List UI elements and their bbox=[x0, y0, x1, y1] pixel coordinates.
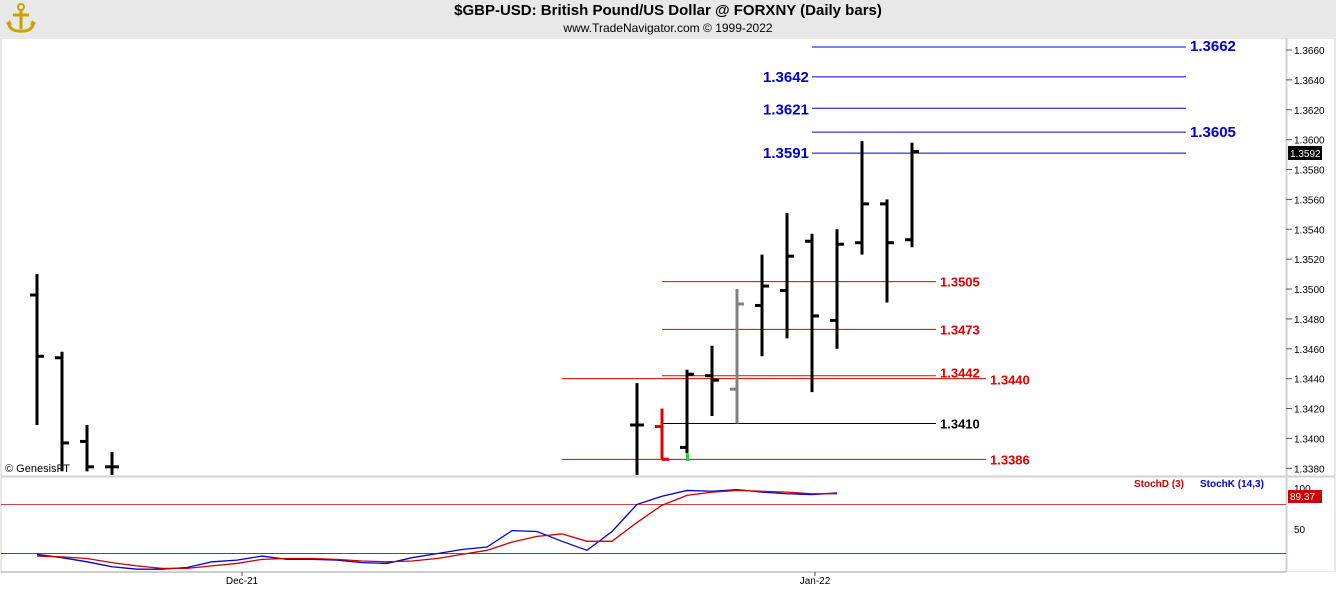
price-axis bbox=[1286, 37, 1336, 477]
level-label-1-3642: 1.3642 bbox=[763, 69, 809, 86]
price-pane bbox=[0, 37, 1287, 477]
ohlc-bar bbox=[830, 229, 844, 349]
signal-marker bbox=[686, 454, 689, 461]
stoch-value-tag-bg bbox=[1288, 490, 1322, 503]
stoch-series-d bbox=[36, 489, 837, 570]
price-tick-label: 1.3440 bbox=[1294, 375, 1325, 386]
price-tick-label: 1.3380 bbox=[1294, 464, 1325, 475]
price-tick-label: 1.3520 bbox=[1294, 255, 1325, 266]
date-tick-label: Jan-22 bbox=[800, 576, 831, 587]
price-tick-label: 1.3600 bbox=[1294, 136, 1325, 147]
watermark: © GenesisFT bbox=[5, 463, 70, 475]
stoch-tick-label: 100 bbox=[1294, 484, 1311, 495]
price-tick-label: 1.3420 bbox=[1294, 405, 1325, 416]
price-tick-label: 1.3540 bbox=[1294, 225, 1325, 236]
stochastic-lines: 50 100 bbox=[1, 484, 1311, 570]
price-tick-label: 1.3640 bbox=[1294, 76, 1325, 87]
price-axis-ticks: 1.3380 1.3400 1.3420 1.3440 1.3460 1.3480 1.35… bbox=[1286, 46, 1325, 475]
level-label-1-3662: 1.3662 bbox=[1190, 38, 1236, 55]
level-label-1-3410: 1.3410 bbox=[940, 417, 980, 432]
ohlc-bar bbox=[80, 424, 94, 472]
price-tick-label: 1.3500 bbox=[1294, 285, 1325, 296]
price-chart: 1.3662 1.3642 1.3621 1.3605 1.3591 1.3505 1.34… bbox=[0, 37, 1336, 590]
ohlc-bar bbox=[630, 383, 644, 475]
ohlc-bar bbox=[655, 408, 669, 461]
level-label-1-3505: 1.3505 bbox=[940, 275, 980, 290]
stochastic-pane bbox=[0, 476, 1287, 573]
price-tick-label: 1.3400 bbox=[1294, 434, 1325, 445]
level-label-1-3605: 1.3605 bbox=[1190, 124, 1236, 141]
ohlc-bar bbox=[755, 254, 769, 357]
chart-subtitle: www.TradeNavigator.com © 1999-2022 bbox=[563, 21, 773, 35]
date-axis bbox=[1, 572, 1335, 590]
level-lines: 1.3662 1.3642 1.3621 1.3605 1.3591 1.3505 1.34… bbox=[562, 38, 1236, 467]
level-label-1-3386: 1.3386 bbox=[990, 452, 1030, 467]
ohlc-bar bbox=[105, 451, 119, 475]
legend-stochd: StochD (3) bbox=[1134, 479, 1184, 490]
ohlc-bar bbox=[855, 141, 869, 255]
price-tick-label: 1.3460 bbox=[1294, 345, 1325, 356]
last-price-tag: 1.3592 bbox=[1290, 149, 1321, 160]
level-label-1-3442: 1.3442 bbox=[940, 366, 980, 381]
date-axis-ticks: Dec-21 Jan-22 bbox=[226, 572, 831, 587]
price-tick-label: 1.3560 bbox=[1294, 195, 1325, 206]
date-tick-label: Dec-21 bbox=[226, 576, 259, 587]
stoch-tick-label: 50 bbox=[1294, 525, 1306, 536]
ohlc-bars bbox=[30, 141, 919, 475]
legend-stochk: StochK (14,3) bbox=[1200, 479, 1264, 490]
ohlc-bar bbox=[780, 212, 794, 339]
price-tick-label: 1.3660 bbox=[1294, 46, 1325, 57]
ohlc-bar bbox=[680, 369, 694, 454]
ohlc-bar bbox=[905, 142, 919, 248]
price-tick-label: 1.3480 bbox=[1294, 315, 1325, 326]
ohlc-bar bbox=[705, 345, 719, 417]
anchor-logo-icon bbox=[6, 3, 36, 33]
ohlc-bar bbox=[30, 274, 44, 425]
last-price-tag-bg bbox=[1288, 146, 1322, 160]
level-label-1-3621: 1.3621 bbox=[763, 101, 809, 118]
ohlc-bar bbox=[55, 351, 69, 472]
level-label-1-3440: 1.3440 bbox=[990, 373, 1030, 388]
stoch-value-tag: 89.37 bbox=[1290, 492, 1315, 503]
level-label-1-3473: 1.3473 bbox=[940, 322, 980, 337]
level-label-1-3591: 1.3591 bbox=[763, 145, 809, 162]
ohlc-bar bbox=[730, 289, 744, 424]
price-tick-label: 1.3580 bbox=[1294, 166, 1325, 177]
ohlc-bar bbox=[880, 199, 894, 303]
ohlc-bar bbox=[805, 233, 819, 393]
chart-title: $GBP-USD: British Pound/US Dollar @ FORX… bbox=[454, 2, 882, 19]
chart-area: 1.3662 1.3642 1.3621 1.3605 1.3591 1.3505 1.34… bbox=[0, 37, 1336, 591]
price-tick-label: 1.3620 bbox=[1294, 106, 1325, 117]
chart-header: $GBP-USD: British Pound/US Dollar @ FORX… bbox=[0, 0, 1336, 37]
